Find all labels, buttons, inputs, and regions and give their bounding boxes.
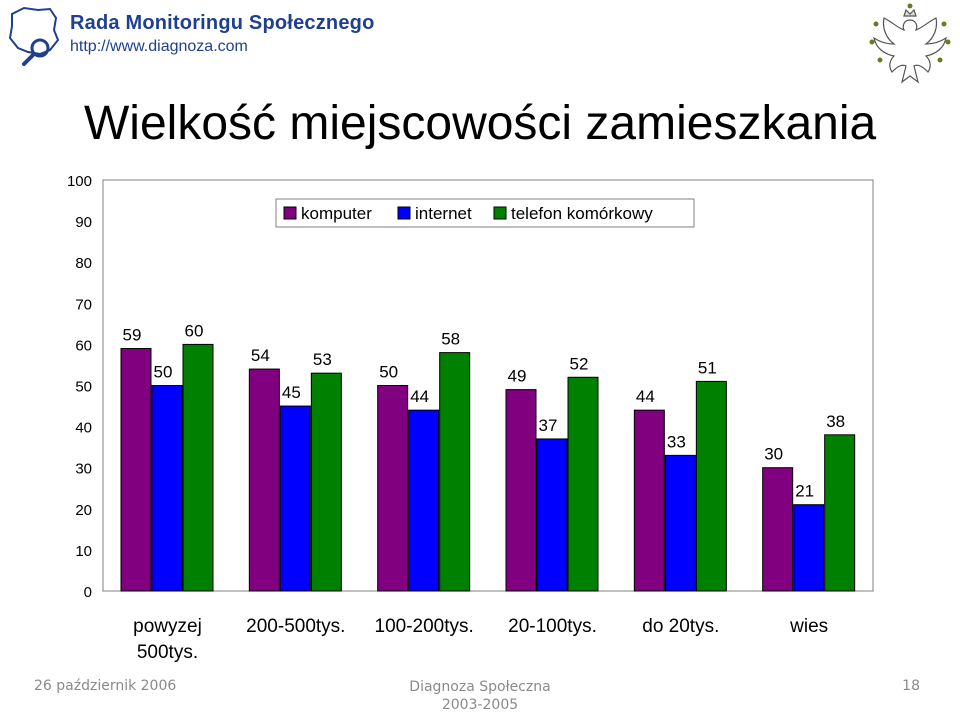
poland-map-logo-icon — [8, 6, 60, 66]
bar-internet — [408, 409, 440, 592]
bar-komputer — [248, 368, 280, 592]
data-label: 45 — [282, 383, 301, 402]
y-tick-label: 10 — [75, 543, 92, 560]
data-label: 60 — [185, 321, 204, 340]
bar-komputer — [120, 348, 152, 592]
data-label: 59 — [123, 326, 142, 345]
bar-komputer — [633, 409, 665, 592]
white-eagle-emblem-icon — [869, 3, 951, 84]
legend-swatch-internet — [397, 206, 411, 220]
data-label: 37 — [539, 416, 558, 435]
data-label: 53 — [313, 350, 332, 369]
y-tick-label: 0 — [84, 584, 92, 601]
legend-box — [275, 198, 695, 228]
x-tick-label: 100-200tys. — [375, 616, 474, 637]
bar-komputer — [377, 385, 409, 592]
x-tick-label: wies — [789, 616, 828, 637]
footer-source-line2: 2003-2005 — [441, 697, 519, 713]
x-tick-label: 200-500tys. — [246, 616, 345, 637]
data-label: 50 — [154, 363, 173, 382]
x-tick-label: powyzej — [133, 616, 202, 637]
y-tick-label: 80 — [75, 255, 92, 272]
footer-source-line1: Diagnoza Społeczna — [409, 679, 551, 695]
data-label: 52 — [570, 354, 589, 373]
y-tick-label: 90 — [75, 214, 92, 231]
y-tick-label: 70 — [75, 296, 92, 313]
legend-label-telefon: telefon komórkowy — [511, 204, 653, 223]
y-tick-label: 50 — [75, 379, 92, 396]
page-title: Wielkość miejscowości zamieszkania — [84, 97, 877, 150]
y-tick-label: 30 — [75, 461, 92, 478]
data-label: 38 — [826, 412, 845, 431]
y-tick-label: 40 — [75, 420, 92, 437]
header-url[interactable]: http://www.diagnoza.com — [70, 38, 248, 55]
legend-label-internet: internet — [415, 204, 472, 223]
data-label: 33 — [667, 432, 686, 451]
plot-area: 0 10 20 30 40 50 60 70 80 90 100 59 50 60 powyzej 500ty… — [67, 173, 874, 663]
y-tick-label: 60 — [75, 337, 92, 354]
bar-telefon — [567, 376, 599, 592]
legend-swatch-komputer — [283, 206, 297, 220]
data-label: 30 — [764, 445, 783, 464]
legend-label-komputer: komputer — [301, 204, 372, 223]
data-label: 58 — [441, 330, 460, 349]
bar-telefon — [182, 343, 214, 592]
header-brand: Rada Monitoringu Społecznego — [70, 12, 375, 34]
bar-internet — [793, 504, 825, 592]
data-label: 50 — [379, 363, 398, 382]
bar-telefon — [439, 352, 471, 592]
data-label: 44 — [410, 387, 429, 406]
bar-internet — [151, 385, 183, 592]
bar-komputer — [762, 467, 794, 592]
bar-telefon — [310, 372, 342, 592]
footer-date: 26 październik 2006 — [34, 678, 177, 694]
bar-komputer — [505, 389, 537, 592]
bar-internet — [279, 405, 311, 592]
data-label: 21 — [795, 482, 814, 501]
bar-telefon — [824, 434, 856, 592]
bar-internet — [536, 438, 568, 592]
data-label: 54 — [251, 346, 270, 365]
x-tick-label: do 20tys. — [642, 616, 719, 637]
bar-internet — [664, 454, 696, 592]
y-tick-label: 20 — [75, 502, 92, 519]
legend-swatch-telefon — [493, 206, 507, 220]
bar-telefon — [695, 380, 727, 592]
x-tick-label: 500tys. — [137, 642, 198, 663]
data-label: 49 — [508, 367, 527, 386]
data-label: 44 — [636, 387, 655, 406]
x-tick-label: 20-100tys. — [508, 616, 597, 637]
page-number: 18 — [902, 678, 920, 694]
data-label: 51 — [698, 358, 717, 377]
y-tick-label: 100 — [67, 173, 92, 190]
plot-border — [102, 179, 874, 592]
